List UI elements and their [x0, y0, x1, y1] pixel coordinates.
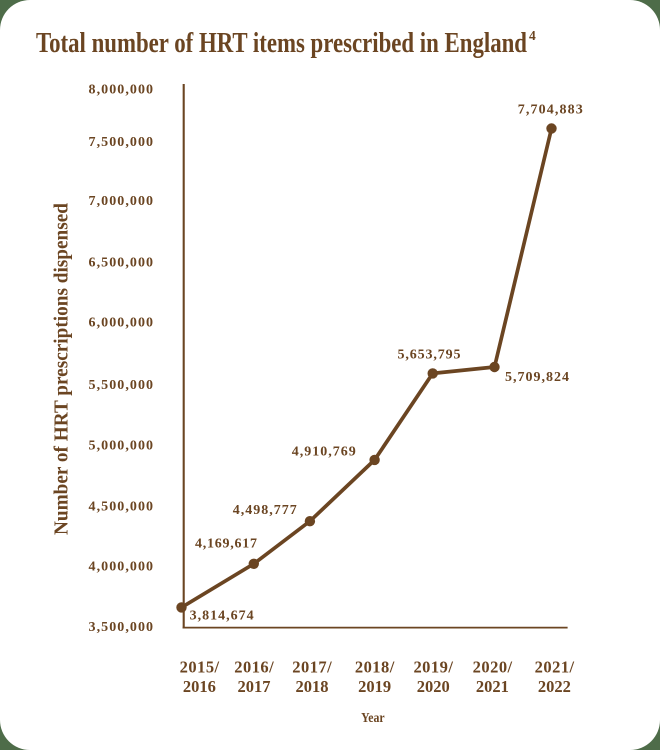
svg-text:3,814,674: 3,814,674	[190, 609, 254, 624]
svg-text:8,000,000: 8,000,000	[89, 82, 154, 97]
svg-text:4,498,777: 4,498,777	[233, 503, 297, 518]
svg-text:2016/: 2016/	[234, 657, 274, 676]
svg-text:2021/: 2021/	[535, 657, 575, 676]
svg-text:2016: 2016	[183, 677, 216, 696]
svg-text:Total number of HRT items pres: Total number of HRT items prescribed in …	[36, 27, 527, 59]
svg-text:4,000,000: 4,000,000	[89, 559, 154, 574]
svg-text:2017/: 2017/	[292, 657, 332, 676]
svg-text:4,910,769: 4,910,769	[292, 445, 356, 460]
svg-text:7,704,883: 7,704,883	[518, 103, 583, 118]
svg-text:2020: 2020	[417, 677, 450, 696]
svg-text:2017: 2017	[238, 677, 271, 696]
svg-text:5,500,000: 5,500,000	[89, 378, 154, 393]
svg-text:6,500,000: 6,500,000	[89, 256, 154, 271]
svg-text:3,500,000: 3,500,000	[89, 620, 154, 635]
svg-text:4,500,000: 4,500,000	[89, 499, 154, 514]
svg-text:2019: 2019	[358, 677, 391, 696]
svg-text:5,709,824: 5,709,824	[505, 370, 569, 385]
svg-text:4: 4	[529, 28, 536, 43]
svg-text:2020/: 2020/	[473, 657, 513, 676]
svg-text:2015/: 2015/	[180, 657, 220, 676]
svg-text:2019/: 2019/	[413, 657, 453, 676]
svg-text:6,000,000: 6,000,000	[89, 316, 154, 331]
svg-text:7,500,000: 7,500,000	[89, 135, 154, 150]
svg-text:5,653,795: 5,653,795	[398, 347, 461, 362]
svg-text:2022: 2022	[538, 677, 571, 696]
svg-text:2018/: 2018/	[355, 657, 395, 676]
svg-text:4,169,617: 4,169,617	[195, 536, 257, 551]
svg-text:Number of HRT prescriptions di: Number of HRT prescriptions dispensed	[51, 203, 73, 535]
svg-text:2021: 2021	[476, 677, 509, 696]
svg-text:Year: Year	[361, 711, 385, 726]
svg-text:2018: 2018	[296, 677, 329, 696]
svg-text:5,000,000: 5,000,000	[89, 439, 154, 454]
svg-text:7,000,000: 7,000,000	[89, 194, 154, 209]
